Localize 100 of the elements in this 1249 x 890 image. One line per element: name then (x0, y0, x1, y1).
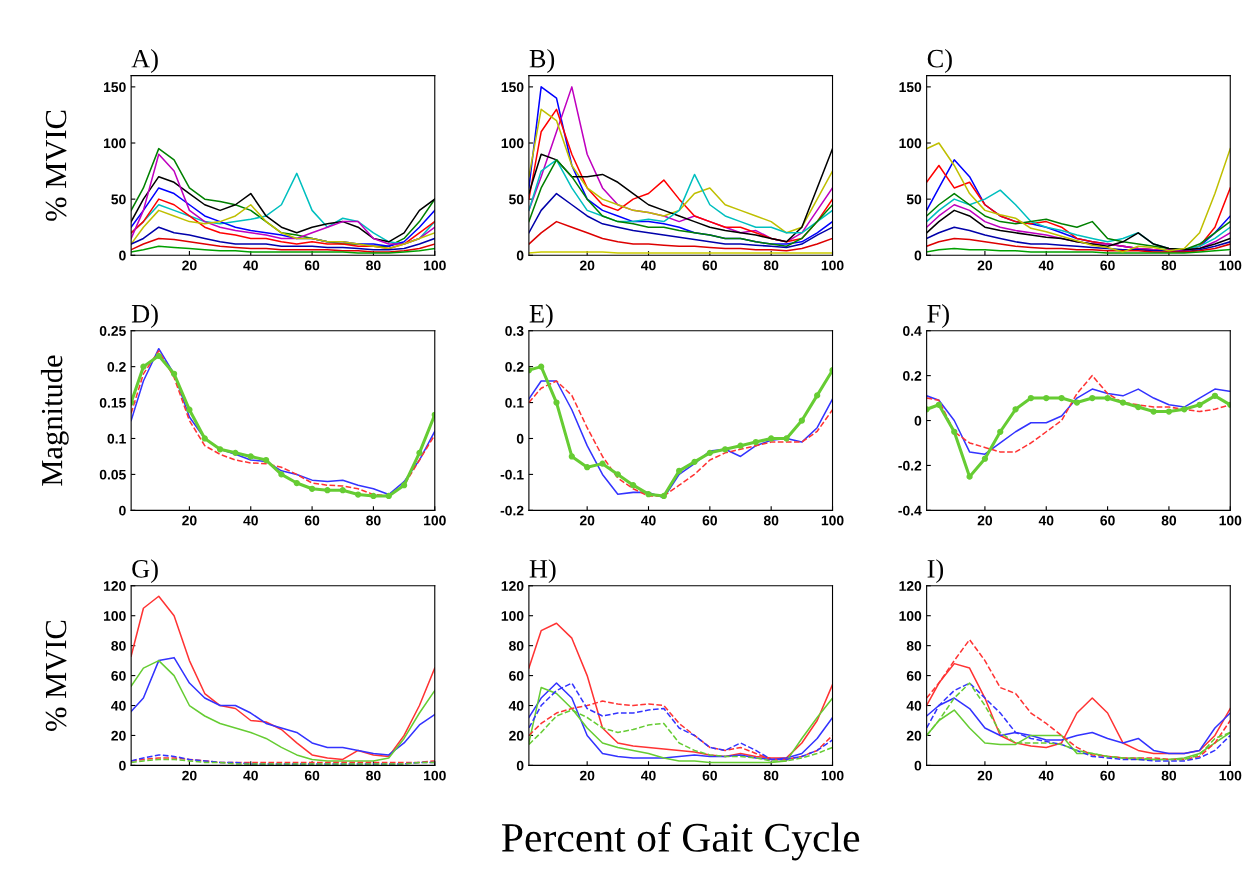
y-tick-label: -0.2 (500, 505, 524, 516)
x-tick-label: 80 (763, 515, 779, 526)
y-tick-label: 150 (501, 82, 524, 93)
x-tick-label: 60 (702, 260, 717, 271)
x-tick-label: 80 (763, 770, 779, 781)
x-tick-label: 100 (1219, 515, 1242, 526)
y-tick-label: 80 (111, 640, 126, 651)
x-tick-label: 100 (821, 770, 844, 781)
chart-title: G) (132, 559, 158, 584)
y-tick-label: 100 (103, 611, 126, 621)
x-axis-title: Percent of Gait Cycle (501, 822, 860, 861)
x-tick-label: 20 (977, 770, 993, 781)
chart-title: C) (927, 49, 952, 73)
x-tick-label: 100 (424, 515, 446, 526)
x-tick-label: 40 (1038, 515, 1054, 526)
y-tick-label: 120 (103, 581, 126, 591)
y-tick-label: 20 (906, 730, 922, 741)
y-tick-label: 80 (509, 640, 524, 651)
x-tick-label: 60 (304, 770, 320, 781)
x-tick-label: 40 (640, 260, 656, 271)
y-tick-label: 0.1 (107, 433, 126, 444)
y-tick-label: 60 (111, 670, 126, 681)
y-tick-label: 120 (899, 581, 922, 591)
x-tick-label: 60 (304, 260, 320, 271)
x-tick-label: 40 (1038, 260, 1054, 271)
chart-title: F) (927, 304, 949, 328)
y-tick-label: 0.15 (99, 397, 126, 408)
x-tick-label: 60 (702, 770, 717, 781)
y-axis-title: % MVIC (45, 110, 67, 221)
y-tick-label: 50 (509, 194, 524, 205)
y-tick-label: 0.05 (99, 469, 126, 480)
x-tick-label: 60 (1100, 770, 1115, 781)
x-tick-label: 40 (243, 260, 258, 271)
y-tick-label: 100 (103, 138, 126, 149)
x-tick-label: 100 (1219, 260, 1242, 271)
y-tick-label: 40 (111, 700, 126, 711)
x-tick-label: 20 (182, 260, 197, 271)
x-tick-label: 40 (1038, 770, 1054, 781)
y-tick-label: -0.2 (898, 460, 922, 471)
y-tick-label: 40 (906, 700, 922, 711)
x-tick-label: 20 (977, 515, 993, 526)
x-tick-label: 100 (821, 515, 844, 526)
chart-title: D) (131, 304, 158, 328)
chart-title: B) (529, 49, 555, 73)
y-tick-label: 60 (509, 670, 524, 681)
x-tick-label: 40 (243, 770, 258, 781)
y-tick-label: 0.4 (903, 326, 922, 336)
x-tick-label: 80 (1161, 770, 1177, 781)
x-tick-label: 20 (579, 515, 595, 526)
x-tick-label: 100 (1219, 770, 1242, 781)
x-tick-label: 20 (182, 515, 197, 526)
y-tick-label: 0 (914, 415, 922, 426)
x-tick-label: 100 (424, 260, 446, 271)
y-tick-label: 0 (516, 760, 524, 771)
y-tick-label: 0.3 (505, 326, 524, 336)
x-tick-label: 20 (579, 770, 595, 781)
y-tick-label: 120 (501, 581, 524, 591)
x-tick-label: 80 (366, 260, 381, 271)
y-tick-label: 150 (899, 82, 922, 93)
y-tick-label: 0.2 (505, 361, 524, 372)
y-tick-label: 0 (516, 250, 524, 261)
x-tick-label: 20 (977, 260, 993, 271)
chart-title: H) (529, 559, 556, 584)
y-tick-label: 100 (899, 138, 922, 149)
y-axis-title: % MVIC (45, 620, 67, 731)
y-tick-label: 0 (119, 250, 126, 261)
chart-title: E) (529, 304, 553, 328)
chart-title: A) (131, 49, 158, 73)
y-tick-label: 0.2 (107, 361, 126, 372)
x-tick-label: 20 (579, 260, 595, 271)
x-tick-label: 60 (304, 515, 320, 526)
y-tick-label: 0 (914, 250, 922, 261)
x-tick-label: 60 (1100, 260, 1115, 271)
x-tick-label: 80 (1161, 260, 1177, 271)
y-tick-label: 40 (508, 700, 524, 711)
x-tick-label: 20 (182, 770, 197, 781)
x-tick-label: 80 (763, 260, 779, 271)
x-tick-label: 80 (1161, 515, 1177, 526)
y-tick-label: 0 (516, 433, 524, 444)
y-tick-label: 0.25 (99, 326, 126, 336)
y-tick-label: -0.1 (500, 469, 524, 480)
y-tick-label: 20 (509, 730, 524, 741)
x-tick-label: 40 (640, 515, 656, 526)
x-tick-label: 80 (366, 770, 381, 781)
y-tick-label: 50 (906, 194, 922, 205)
x-tick-label: 60 (1100, 515, 1115, 526)
y-axis-title: Magnitude (40, 355, 69, 486)
y-tick-label: 0.1 (505, 397, 524, 408)
y-tick-label: 100 (501, 611, 524, 621)
x-tick-label: 40 (243, 515, 258, 526)
y-tick-label: 20 (111, 730, 126, 741)
chart-title: I) (927, 559, 944, 584)
x-tick-label: 80 (366, 515, 381, 526)
y-tick-label: 0 (119, 760, 126, 771)
y-tick-label: 80 (906, 640, 922, 651)
x-tick-label: 100 (424, 770, 446, 781)
y-tick-label: 150 (103, 82, 126, 93)
y-tick-label: 100 (501, 138, 524, 149)
x-tick-label: 60 (702, 515, 717, 526)
y-tick-label: 0.2 (903, 370, 922, 381)
